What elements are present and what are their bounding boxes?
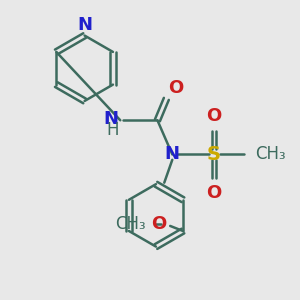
Text: N: N	[104, 110, 119, 128]
Text: O: O	[206, 107, 221, 125]
Text: N: N	[77, 16, 92, 34]
Text: O: O	[206, 184, 221, 202]
Text: CH₃: CH₃	[115, 214, 146, 232]
Text: H: H	[106, 121, 119, 139]
Text: O: O	[152, 214, 166, 232]
Text: CH₃: CH₃	[256, 146, 286, 164]
Text: S: S	[207, 145, 221, 164]
Text: N: N	[165, 146, 180, 164]
Text: O: O	[168, 80, 183, 98]
